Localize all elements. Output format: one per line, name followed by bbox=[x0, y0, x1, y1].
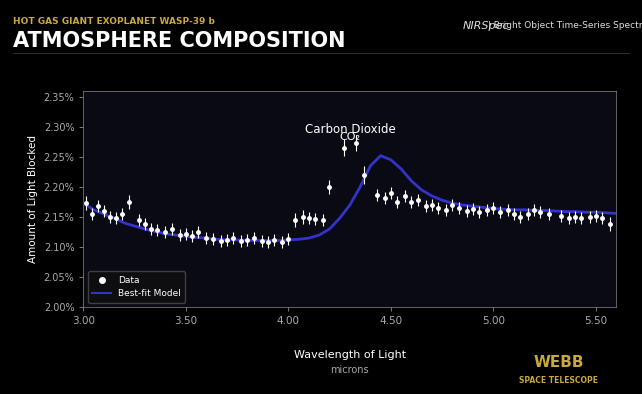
Text: HOT GAS GIANT EXOPLANET WASP-39 b: HOT GAS GIANT EXOPLANET WASP-39 b bbox=[13, 17, 214, 26]
Legend: Data, Best-fit Model: Data, Best-fit Model bbox=[88, 271, 185, 303]
Best-fit Model bbox=[438, 198, 446, 203]
Text: WEBB: WEBB bbox=[534, 355, 584, 370]
Text: NIRSpec: NIRSpec bbox=[462, 20, 509, 31]
Best-fit Model bbox=[408, 178, 415, 183]
Text: SPACE TELESCOPE: SPACE TELESCOPE bbox=[519, 376, 598, 385]
Best-fit Model bbox=[80, 201, 87, 206]
Text: Wavelength of Light: Wavelength of Light bbox=[294, 349, 406, 360]
Text: ATMOSPHERE COMPOSITION: ATMOSPHERE COMPOSITION bbox=[13, 32, 345, 51]
Best-fit Model bbox=[449, 201, 456, 206]
Text: CO₂: CO₂ bbox=[340, 132, 360, 142]
Best-fit Model bbox=[377, 153, 385, 158]
Text: | Bright Object Time-Series Spectroscopy: | Bright Object Time-Series Spectroscopy bbox=[485, 21, 642, 30]
Text: microns: microns bbox=[331, 365, 369, 375]
Best-fit Model bbox=[510, 208, 517, 212]
Y-axis label: Amount of Light Blocked: Amount of Light Blocked bbox=[28, 135, 38, 263]
Best-fit Model bbox=[418, 188, 426, 192]
Line: Best-fit Model: Best-fit Model bbox=[83, 156, 616, 240]
Best-fit Model bbox=[612, 211, 620, 216]
Best-fit Model bbox=[223, 238, 230, 242]
Text: Carbon Dioxide: Carbon Dioxide bbox=[304, 123, 395, 136]
Best-fit Model bbox=[243, 238, 251, 243]
